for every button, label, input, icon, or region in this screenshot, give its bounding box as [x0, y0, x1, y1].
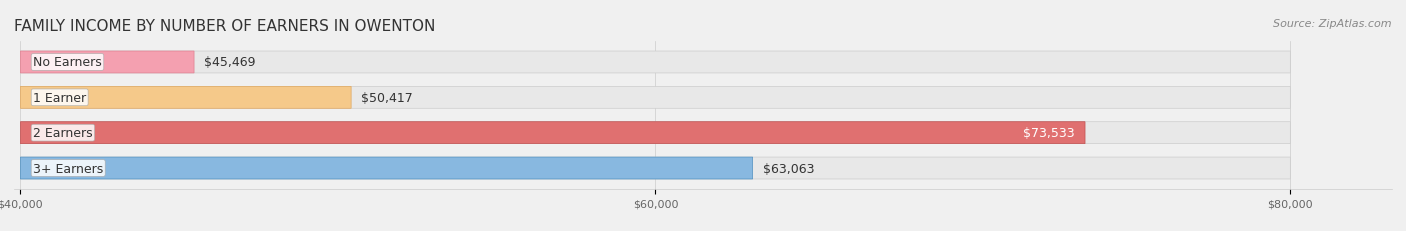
Text: 1 Earner: 1 Earner [34, 91, 86, 104]
FancyBboxPatch shape [21, 87, 351, 109]
Text: Source: ZipAtlas.com: Source: ZipAtlas.com [1274, 18, 1392, 28]
FancyBboxPatch shape [21, 87, 1291, 109]
FancyBboxPatch shape [21, 122, 1291, 144]
Text: $45,469: $45,469 [204, 56, 256, 69]
FancyBboxPatch shape [21, 157, 1291, 179]
Text: No Earners: No Earners [34, 56, 101, 69]
Text: FAMILY INCOME BY NUMBER OF EARNERS IN OWENTON: FAMILY INCOME BY NUMBER OF EARNERS IN OW… [14, 18, 436, 33]
FancyBboxPatch shape [21, 52, 1291, 74]
Text: 2 Earners: 2 Earners [34, 127, 93, 140]
FancyBboxPatch shape [21, 52, 194, 74]
Text: 3+ Earners: 3+ Earners [34, 162, 104, 175]
Text: $50,417: $50,417 [361, 91, 413, 104]
Text: $63,063: $63,063 [763, 162, 814, 175]
Text: $73,533: $73,533 [1024, 127, 1074, 140]
FancyBboxPatch shape [21, 122, 1085, 144]
FancyBboxPatch shape [21, 157, 752, 179]
